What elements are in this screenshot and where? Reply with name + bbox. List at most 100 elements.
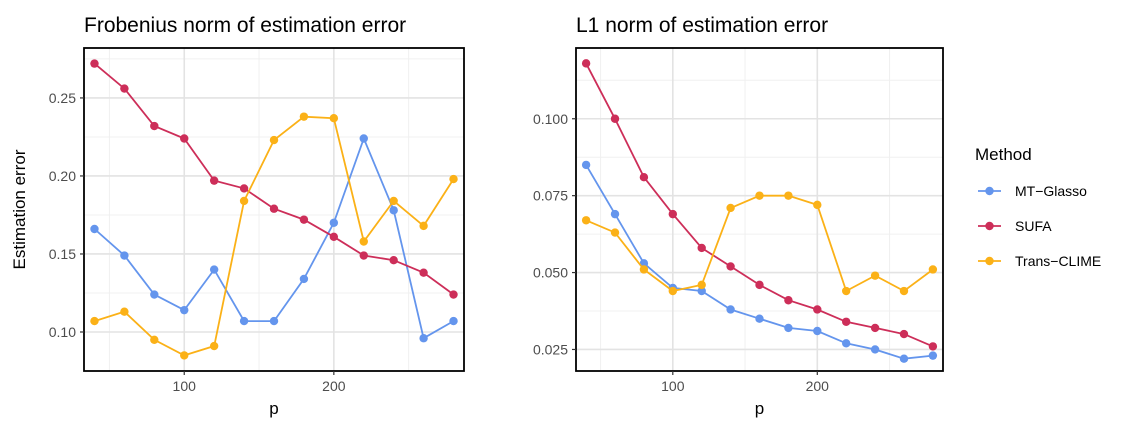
data-point-mt-glasso (209, 265, 219, 274)
data-point-trans-clime (899, 286, 909, 296)
x-tick-label: 100 (661, 378, 685, 394)
data-point-mt-glasso (269, 316, 279, 326)
data-point-trans-clime (697, 280, 706, 290)
data-point-trans-clime (841, 286, 851, 296)
data-point-sufa (899, 329, 909, 339)
data-point-trans-clime (784, 191, 793, 200)
data-point-sufa (150, 121, 159, 131)
legend-item-mt-glasso: MT−Glasso (978, 183, 1087, 199)
y-axis-label: Estimation error (10, 149, 29, 269)
data-point-mt-glasso (755, 314, 764, 323)
data-point-sufa (239, 184, 249, 193)
data-point-mt-glasso (359, 134, 368, 143)
data-point-sufa (180, 134, 189, 143)
data-point-sufa (120, 84, 129, 93)
data-point-mt-glasso (389, 206, 398, 215)
y-tick-label: 0.20 (49, 168, 76, 184)
data-point-mt-glasso (726, 305, 735, 314)
data-point-sufa (928, 342, 938, 351)
data-point-trans-clime (581, 216, 591, 225)
legend: Method MT−Glasso SUFA Trans−CLIME (975, 145, 1101, 269)
data-point-trans-clime (150, 335, 159, 344)
data-point-sufa (90, 59, 99, 68)
data-point-trans-clime (668, 286, 678, 296)
l1-panel: L1 norm of estimation error 100 200 0.025 0… (533, 14, 944, 418)
y-tick-label: 0.25 (49, 90, 76, 106)
data-point-mt-glasso (899, 354, 909, 363)
data-point-trans-clime (120, 307, 129, 316)
data-point-trans-clime (449, 174, 458, 184)
data-point-trans-clime (329, 114, 339, 123)
data-point-sufa (581, 59, 591, 68)
y-tick-label: 0.050 (533, 265, 568, 281)
data-point-sufa (610, 114, 620, 123)
data-point-sufa (419, 268, 428, 277)
data-point-trans-clime (209, 341, 219, 351)
data-point-mt-glasso (90, 224, 99, 234)
data-point-mt-glasso (150, 290, 159, 299)
data-point-trans-clime (870, 271, 880, 280)
y-tick-label: 0.025 (533, 341, 568, 357)
data-point-mt-glasso (581, 160, 591, 170)
data-point-sufa (269, 204, 279, 213)
data-point-trans-clime (813, 200, 822, 210)
data-point-trans-clime (180, 351, 189, 360)
legend-key-point (985, 186, 994, 196)
data-point-sufa (209, 176, 219, 185)
data-point-trans-clime (269, 135, 279, 145)
data-point-sufa (359, 251, 368, 260)
x-axis-label: p (269, 399, 278, 418)
data-point-trans-clime (928, 265, 938, 274)
frobenius-panel: Frobenius norm of estimation error 100 20… (10, 14, 465, 418)
data-point-mt-glasso (784, 323, 793, 333)
x-axis-label: p (755, 399, 764, 418)
data-point-trans-clime (90, 316, 99, 326)
plot-border (575, 47, 944, 372)
legend-item-sufa: SUFA (978, 218, 1052, 234)
x-tick-label: 200 (322, 378, 346, 394)
data-point-mt-glasso (120, 251, 129, 260)
data-point-mt-glasso (813, 326, 822, 336)
legend-label: SUFA (1015, 218, 1052, 234)
data-point-sufa (329, 232, 339, 242)
y-tick-label: 0.15 (49, 246, 76, 262)
series-line-mt-glasso (93, 136, 454, 340)
data-point-mt-glasso (870, 345, 880, 354)
data-point-mt-glasso (610, 209, 620, 219)
data-point-trans-clime (359, 237, 368, 246)
data-point-sufa (755, 280, 764, 290)
data-point-trans-clime (299, 112, 309, 121)
data-point-mt-glasso (329, 218, 339, 227)
data-point-mt-glasso (928, 351, 938, 360)
series-line-trans-clime (585, 194, 934, 293)
data-point-mt-glasso (299, 274, 309, 284)
data-point-sufa (639, 173, 649, 182)
series-line-sufa (585, 62, 934, 348)
data-point-sufa (668, 209, 678, 219)
y-tick-label: 0.100 (533, 111, 568, 127)
data-point-mt-glasso (449, 316, 458, 326)
data-point-sufa (697, 243, 706, 253)
series-sufa (581, 59, 938, 351)
plot-border (83, 47, 465, 372)
data-point-mt-glasso (239, 316, 249, 326)
data-point-trans-clime (726, 203, 735, 213)
data-point-trans-clime (389, 196, 398, 206)
panel-title: L1 norm of estimation error (576, 14, 828, 37)
legend-title: Method (975, 145, 1032, 164)
series-mt-glasso (581, 160, 938, 363)
y-tick-label: 0.10 (49, 324, 76, 340)
legend-label: Trans−CLIME (1015, 253, 1101, 269)
data-point-sufa (784, 296, 793, 305)
data-point-sufa (841, 317, 851, 326)
data-point-sufa (726, 262, 735, 271)
legend-key-point (985, 221, 994, 231)
y-tick-label: 0.075 (533, 188, 568, 204)
legend-item-trans-clime: Trans−CLIME (978, 253, 1101, 269)
series-sufa (90, 59, 458, 299)
data-point-sufa (299, 215, 309, 224)
data-point-mt-glasso (419, 334, 428, 343)
data-point-trans-clime (755, 191, 764, 200)
data-point-sufa (870, 323, 880, 333)
